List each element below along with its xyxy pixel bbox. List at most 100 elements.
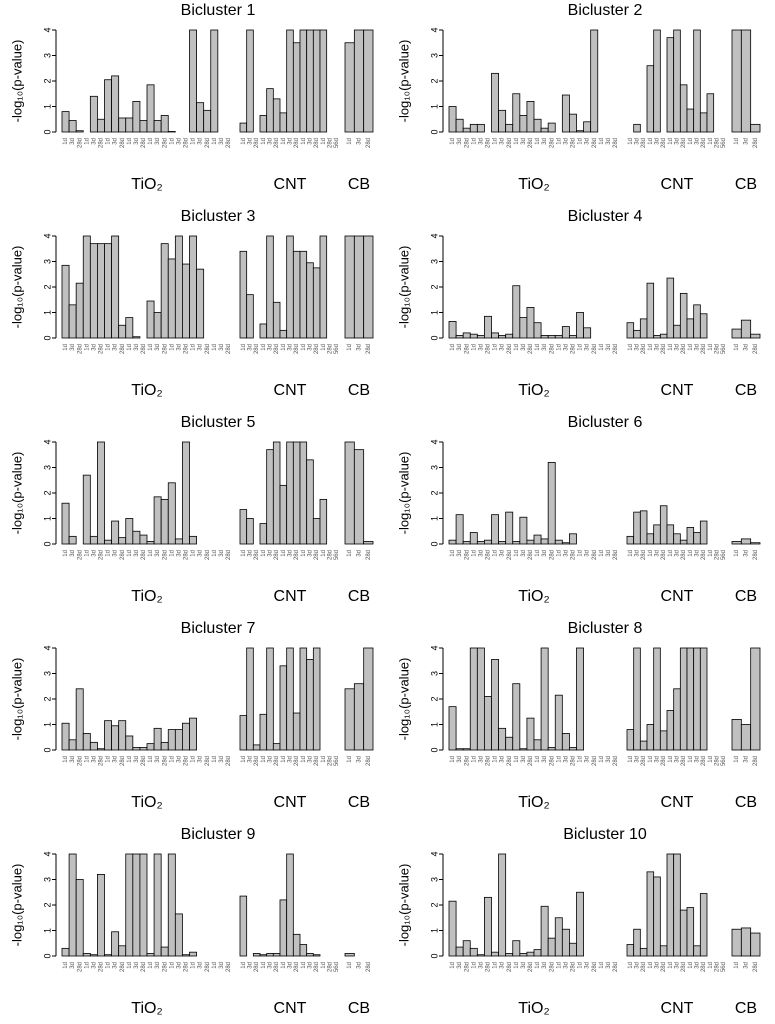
x-tick-label: 1d: [599, 138, 605, 145]
x-tick-label: 28d: [715, 962, 721, 972]
x-tick-label: 28d: [366, 344, 372, 354]
x-tick-label: 3d: [695, 756, 701, 763]
bar: [97, 243, 105, 339]
bar: [626, 535, 635, 545]
y-axis-label: -log₁₀(p-value): [9, 40, 24, 123]
x-tick-label: 1d: [535, 550, 541, 557]
bar: [104, 79, 112, 133]
x-tick-label: 3d: [308, 756, 314, 763]
bar: [299, 441, 308, 545]
bar: [569, 942, 577, 957]
bar: [569, 335, 577, 339]
bar: [561, 928, 570, 957]
bar: [583, 327, 592, 339]
x-tick-label: 28d: [328, 138, 334, 148]
bar: [476, 647, 485, 751]
x-tick-label: 1d: [708, 138, 714, 145]
x-tick-label: 28d: [77, 962, 83, 972]
x-tick-label: 3d: [91, 138, 97, 145]
bar: [673, 853, 681, 957]
bar: [554, 539, 563, 545]
bar: [174, 235, 183, 339]
bar: [576, 312, 584, 339]
x-tick-label: 3d: [675, 550, 681, 557]
bar: [740, 319, 752, 339]
x-tick-label: 28d: [464, 550, 470, 560]
bar: [189, 29, 197, 133]
bar: [699, 520, 708, 545]
bar: [750, 333, 761, 339]
bar: [448, 106, 457, 133]
group-label: CB: [735, 382, 757, 399]
bar: [306, 953, 314, 957]
x-tick-label: 1d: [599, 550, 605, 557]
y-tick-label: 1: [42, 722, 52, 727]
x-tick-label: 3d: [500, 756, 506, 763]
bar: [673, 533, 681, 545]
x-tick-label: 1d: [471, 138, 477, 145]
x-tick-label: 3d: [635, 550, 641, 557]
x-tick-label: 1d: [535, 756, 541, 763]
x-tick-label: 1d: [556, 550, 562, 557]
x-tick-label: 1d: [127, 344, 133, 351]
x-tick-label: 1d: [281, 344, 287, 351]
y-axis-label: -log₁₀(p-value): [9, 658, 24, 741]
bar: [174, 538, 183, 545]
x-tick-label: 1d: [169, 962, 175, 969]
x-tick-label: 3d: [500, 962, 506, 969]
x-tick-label: 3d: [542, 962, 548, 969]
x-tick-label: 3d: [219, 138, 225, 145]
x-tick-label: 1d: [628, 550, 634, 557]
bar: [139, 534, 148, 545]
y-axis-label: -log₁₀(p-value): [9, 864, 24, 947]
x-tick-label: 28d: [661, 756, 667, 766]
x-tick-label: 1d: [347, 962, 353, 969]
group-label: TiO₂: [518, 794, 549, 811]
x-tick-label: 1d: [347, 344, 353, 351]
bar: [484, 315, 492, 339]
x-tick-label: 3d: [457, 138, 463, 145]
bar: [75, 879, 84, 957]
bar: [239, 122, 248, 133]
x-tick-label: 1d: [301, 344, 307, 351]
group-label: CNT: [661, 588, 694, 605]
x-tick-label: 3d: [585, 550, 591, 557]
bar: [512, 940, 521, 957]
group-label: CNT: [274, 382, 307, 399]
bar: [533, 322, 542, 339]
x-tick-label: 28d: [507, 962, 513, 972]
x-tick-label: 1d: [578, 756, 584, 763]
x-tick-label: 1d: [688, 756, 694, 763]
x-tick-label: 1d: [212, 756, 218, 763]
x-tick-label: 28d: [613, 138, 619, 148]
bar: [633, 647, 641, 751]
bar: [699, 647, 708, 751]
x-tick-label: 28d: [294, 344, 300, 354]
x-tick-label: 3d: [457, 550, 463, 557]
x-tick-label: 3d: [113, 550, 119, 557]
bar: [125, 117, 134, 133]
bar: [639, 740, 648, 751]
x-tick-label: 28d: [701, 344, 707, 354]
x-tick-label: 1d: [628, 344, 634, 351]
x-tick-label: 1d: [471, 550, 477, 557]
y-tick-label: 0: [429, 953, 439, 958]
x-tick-label: 3d: [695, 962, 701, 969]
bar: [540, 335, 549, 339]
bar: [731, 29, 742, 133]
x-tick-label: 28d: [715, 138, 721, 148]
x-tick-label: 56d: [721, 962, 727, 972]
bar: [61, 264, 70, 339]
x-tick-label: 28d: [366, 138, 372, 148]
y-tick-label: 1: [429, 722, 439, 727]
bar: [740, 724, 752, 751]
bar: [693, 945, 701, 957]
group-label: TiO₂: [518, 588, 549, 605]
x-tick-label: 28d: [753, 550, 759, 560]
x-tick-label: 1d: [191, 962, 197, 969]
bar: [519, 516, 528, 545]
x-tick-label: 3d: [744, 550, 750, 557]
bar: [210, 29, 219, 133]
bar: [462, 748, 471, 751]
bar: [533, 739, 542, 751]
